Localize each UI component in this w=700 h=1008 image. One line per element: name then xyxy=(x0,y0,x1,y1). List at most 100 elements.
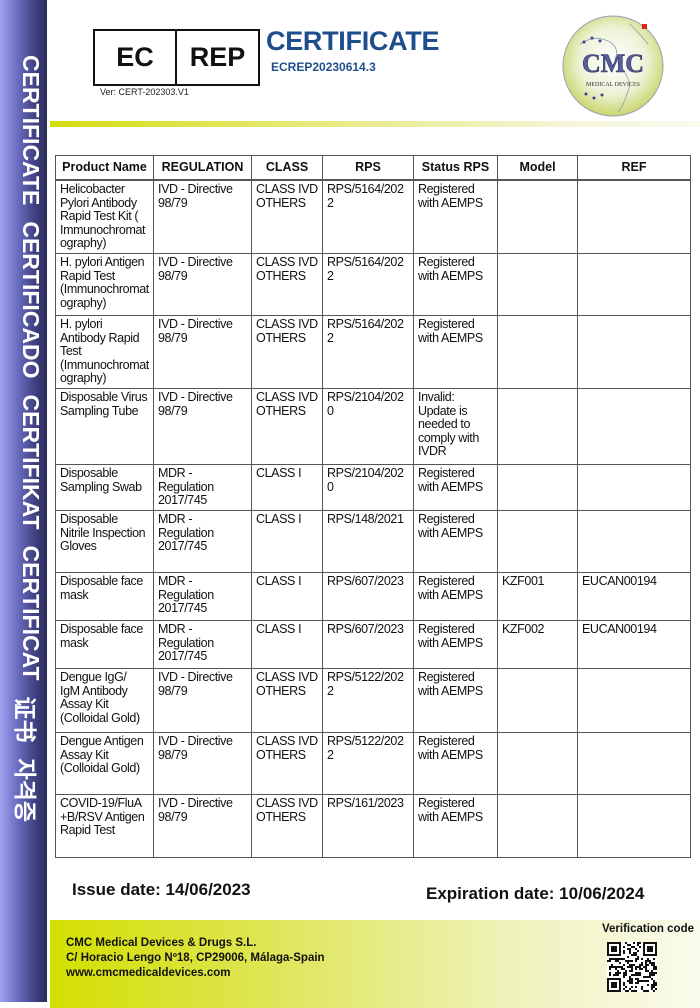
product-table: Product Name REGULATION CLASS RPS Status RPS… xyxy=(55,155,691,858)
cell-model xyxy=(497,509,578,573)
qr-module xyxy=(653,985,655,988)
cell-model xyxy=(497,731,578,795)
qr-module xyxy=(625,941,627,944)
page-title: CERTIFICATE xyxy=(266,26,440,56)
cell-rps: RPS/5164/2022 xyxy=(322,179,414,254)
ec-label: EC xyxy=(95,31,177,84)
sidebar-banner: CERTIFICATE CERTIFICADO CERTIFIKAT CERTI… xyxy=(0,0,47,1002)
version-text: Ver: CERT-202303.V1 xyxy=(100,87,189,97)
qr-module xyxy=(651,977,653,980)
company-info: CMC Medical Devices & Drugs S.L. C/ Hora… xyxy=(66,936,325,981)
column-header-regulation: REGULATION xyxy=(153,155,252,181)
qr-module xyxy=(637,955,639,958)
qr-module xyxy=(621,967,623,970)
qr-module xyxy=(611,957,613,960)
cell-regulation: IVD - Directive 98/79 xyxy=(153,731,252,795)
qr-module xyxy=(629,959,631,962)
qr-module xyxy=(641,957,643,960)
qr-module xyxy=(655,983,657,986)
cell-status-rps: Registered with AEMPS xyxy=(413,314,498,389)
sidebar-word: CERTIFICADO xyxy=(18,221,44,379)
qr-module xyxy=(623,945,625,948)
qr-module xyxy=(611,965,613,968)
rep-label: REP xyxy=(189,42,246,72)
qr-module xyxy=(631,969,633,972)
qr-module xyxy=(619,971,621,974)
qr-module xyxy=(625,959,627,962)
sidebar-word: 자격증 xyxy=(12,758,38,823)
cell-status-rps: Registered with AEMPS xyxy=(413,619,498,669)
cell-rps: RPS/2104/2020 xyxy=(322,387,414,465)
qr-module xyxy=(647,959,649,962)
qr-module xyxy=(633,941,635,944)
column-header-ref: REF xyxy=(577,155,691,181)
cell-rps: RPS/148/2021 xyxy=(322,509,414,573)
table-row: Disposable Sampling Swab MDR - Regulation… xyxy=(55,463,691,511)
qr-module xyxy=(629,977,631,980)
column-header-rps: RPS xyxy=(322,155,414,181)
qr-module xyxy=(649,975,651,978)
qr-module xyxy=(627,959,629,962)
qr-module xyxy=(623,971,625,974)
qr-module xyxy=(627,979,629,982)
cell-product-name: Disposable Nitrile Inspection Gloves xyxy=(55,509,154,573)
company-address: C/ Horacio Lengo Nº18, CP29006, Málaga-S… xyxy=(66,951,325,964)
qr-module xyxy=(633,973,635,976)
qr-module xyxy=(641,985,643,988)
cell-product-name: COVID-19/FluA +B/RSV Antigen Rapid Test xyxy=(55,793,154,858)
qr-module xyxy=(635,951,637,954)
company-website[interactable]: www.cmcmedicaldevices.com xyxy=(66,966,231,979)
qr-module xyxy=(631,989,633,992)
qr-module xyxy=(633,951,635,954)
qr-module xyxy=(635,981,637,984)
qr-module xyxy=(641,961,643,964)
qr-module xyxy=(637,977,639,980)
qr-module xyxy=(623,957,625,960)
qr-module xyxy=(629,949,631,952)
qr-module xyxy=(645,961,647,964)
cell-class: CLASS IVD OTHERS xyxy=(251,793,323,858)
expiration-date: Expiration date: 10/06/2024 xyxy=(426,883,645,903)
qr-module xyxy=(649,971,651,974)
qr-module xyxy=(651,973,653,976)
qr-module xyxy=(637,979,639,982)
qr-module xyxy=(617,959,619,962)
cell-product-name: Dengue Antigen Assay Kit (Colloidal Gold… xyxy=(55,731,154,795)
qr-module xyxy=(623,967,625,970)
cell-product-name: Dengue IgG/ IgM Antibody Assay Kit (Coll… xyxy=(55,667,154,733)
verification-label: Verification code xyxy=(601,922,694,935)
qr-module xyxy=(637,949,639,952)
qr-module xyxy=(629,981,631,984)
table-row: Disposable Virus Sampling Tube IVD - Dire… xyxy=(55,387,691,465)
dates-row: Issue date: 14/06/2023 Expiration date: … xyxy=(50,880,700,920)
qr-module xyxy=(651,983,653,986)
qr-module xyxy=(619,957,621,960)
qr-module xyxy=(617,965,619,968)
cell-ref xyxy=(577,252,691,316)
qr-module xyxy=(637,981,639,984)
qr-module xyxy=(613,957,615,960)
cell-ref xyxy=(577,509,691,573)
cell-ref: EUCAN00194 xyxy=(577,619,691,669)
qr-module xyxy=(639,971,641,974)
verification-qr-code[interactable] xyxy=(607,941,657,992)
qr-module xyxy=(651,969,653,972)
sidebar-word: CERTIFICATE xyxy=(18,55,44,206)
cell-regulation: IVD - Directive 98/79 xyxy=(153,252,252,316)
qr-module xyxy=(631,981,633,984)
qr-module xyxy=(625,989,627,992)
cell-rps: RPS/5164/2022 xyxy=(322,314,414,389)
cell-model xyxy=(497,387,578,465)
qr-module xyxy=(635,985,637,988)
qr-module xyxy=(643,979,645,982)
qr-module xyxy=(655,965,657,968)
cell-status-rps: Registered with AEMPS xyxy=(413,667,498,733)
cell-rps: RPS/5122/2022 xyxy=(322,667,414,733)
qr-module xyxy=(639,965,641,968)
qr-module xyxy=(653,971,655,974)
qr-module xyxy=(627,961,629,964)
logo-subtext: MEDICAL DEVICES xyxy=(586,82,640,88)
qr-module xyxy=(609,957,611,960)
qr-module xyxy=(637,941,639,944)
cell-rps: RPS/5122/2022 xyxy=(322,731,414,795)
